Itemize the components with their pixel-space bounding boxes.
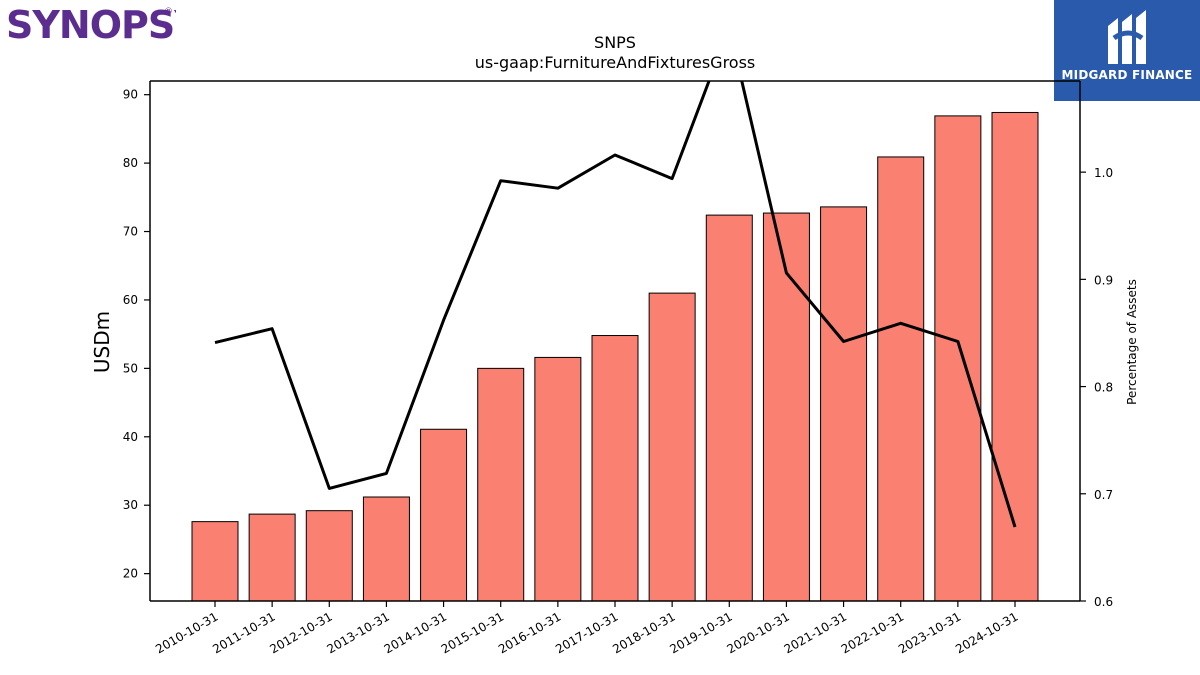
bar-2019-10-31 (705, 214, 753, 602)
midgard-mark-icon (1108, 10, 1146, 64)
line-series (214, 81, 1017, 528)
x-tick-label: 2020-10-31 (725, 609, 792, 656)
y-tick-label: 50 (123, 361, 138, 375)
chart-subtitle: us-gaap:FurnitureAndFixturesGross (475, 53, 756, 72)
bar-2013-10-31 (362, 496, 410, 602)
y-tick-label: 40 (123, 430, 138, 444)
bar-2024-10-31 (991, 111, 1039, 602)
y2-tick-label: 0.8 (1094, 381, 1113, 395)
bar-2012-10-31 (305, 510, 353, 602)
y-tick-label: 20 (123, 567, 138, 581)
x-tick-label: 2019-10-31 (667, 609, 734, 656)
y-axis-ticks: 20 30 40 50 60 70 80 90 (123, 88, 150, 581)
x-tick-label: 2013-10-31 (325, 609, 392, 656)
synopsys-logo-text: SYNOPSYS (6, 3, 176, 44)
bar-2015-10-31 (477, 367, 525, 602)
y2-axis-ticks: 0.6 0.7 0.8 0.9 1.0 (1080, 166, 1113, 609)
bar-series (191, 111, 1039, 602)
y-axis-label: USDm (90, 311, 114, 373)
x-tick-label: 2011-10-31 (210, 609, 277, 656)
x-tick-label: 2010-10-31 (153, 609, 220, 656)
bar-2020-10-31 (762, 212, 810, 602)
bar-2010-10-31 (191, 521, 239, 602)
x-tick-label: 2024-10-31 (953, 609, 1020, 656)
bar-2014-10-31 (420, 428, 468, 602)
y-tick-label: 90 (123, 88, 138, 102)
y2-tick-label: 1.0 (1094, 166, 1113, 180)
midgard-finance-logo: MIDGARD FINANCE (1054, 0, 1200, 101)
y2-tick-label: 0.7 (1094, 488, 1113, 502)
y-tick-label: 70 (123, 225, 138, 239)
x-tick-label: 2016-10-31 (496, 609, 563, 656)
bar-2022-10-31 (877, 156, 925, 602)
y2-tick-label: 0.6 (1094, 595, 1113, 609)
bar-2016-10-31 (534, 356, 582, 602)
x-tick-label: 2023-10-31 (896, 609, 963, 656)
midgard-logo-text: MIDGARD FINANCE (1061, 68, 1193, 82)
y-tick-label: 80 (123, 156, 138, 170)
x-tick-label: 2021-10-31 (782, 609, 849, 656)
y-tick-label: 60 (123, 293, 138, 307)
synopsys-logo: SYNOPSYS ® (6, 3, 176, 44)
bar-2011-10-31 (248, 513, 296, 602)
synopsys-logo-reg: ® (164, 7, 173, 17)
x-tick-label: 2014-10-31 (382, 609, 449, 656)
x-axis-ticks: 2010-10-312011-10-312012-10-312013-10-31… (153, 601, 1021, 656)
y2-axis-label: Percentage of Assets (1125, 279, 1139, 405)
x-tick-label: 2015-10-31 (439, 609, 506, 656)
bar-2023-10-31 (934, 115, 982, 602)
bar-2017-10-31 (591, 335, 639, 602)
y2-tick-label: 0.9 (1094, 273, 1113, 287)
y-tick-label: 30 (123, 498, 138, 512)
x-tick-label: 2012-10-31 (267, 609, 334, 656)
bar-2018-10-31 (648, 292, 696, 602)
bar-2021-10-31 (820, 206, 868, 602)
x-tick-label: 2017-10-31 (553, 609, 620, 656)
x-tick-label: 2022-10-31 (839, 609, 906, 656)
percentage-of-assets-line (214, 81, 1017, 528)
x-tick-label: 2018-10-31 (610, 609, 677, 656)
chart-title: SNPS (594, 33, 636, 52)
